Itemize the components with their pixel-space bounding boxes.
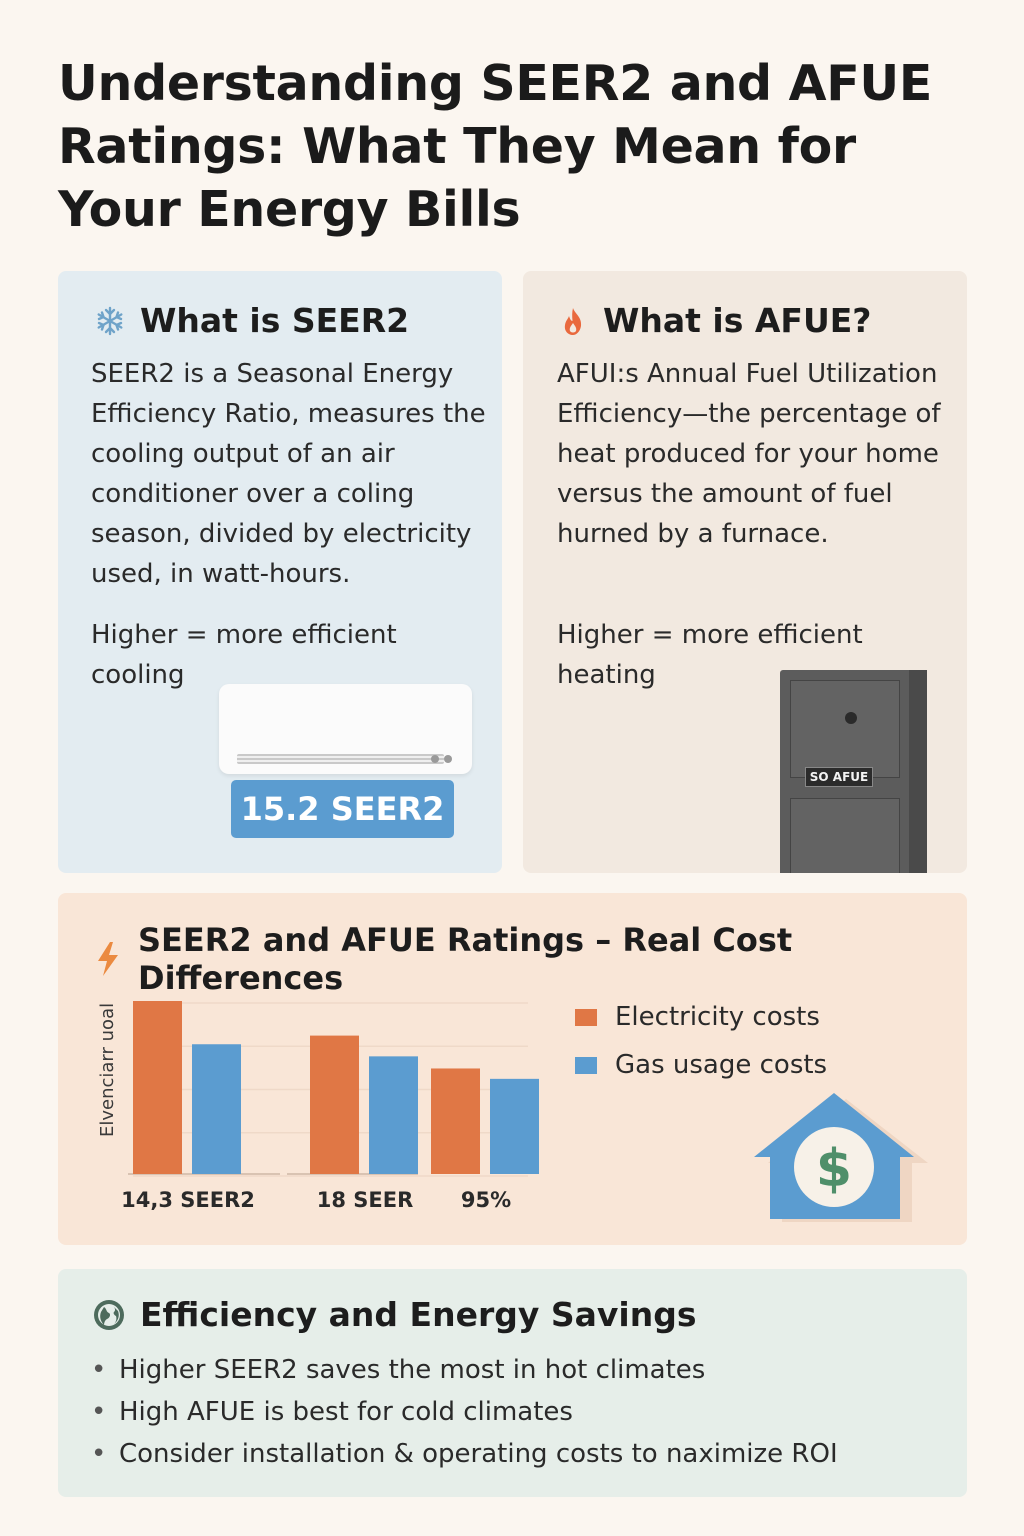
afue-note: Higher = more efficient heating [557, 620, 863, 690]
bar-gas [490, 1078, 539, 1174]
savings-list: • Higher SEER2 saves the most in hot clim… [91, 1349, 838, 1475]
legend-item-electricity: Electricity costs [575, 993, 827, 1041]
house-dollar-icon: $ [754, 1093, 928, 1222]
bar-electricity [133, 1001, 182, 1174]
legend-item-gas: Gas usage costs [575, 1041, 827, 1089]
ac-vent [237, 754, 444, 764]
list-item: • Consider installation & operating costs… [91, 1433, 838, 1475]
cost-heading-text: SEER2 and AFUE Ratings – Real Cost Diffe… [138, 921, 793, 997]
savings-item-text: Higher SEER2 saves the most in hot clima… [119, 1355, 706, 1385]
cost-bar-chart: Elvenciarr uoal 14,3 SEER2 18 SEER 95% [97, 1001, 539, 1212]
bars [133, 1001, 539, 1174]
x-axis-labels: 14,3 SEER2 18 SEER 95% [121, 1188, 511, 1212]
y-axis-label: Elvenciarr uoal [97, 1003, 118, 1137]
globe-icon [92, 1298, 126, 1332]
furnace-afue-label: SO AFUE [805, 767, 873, 787]
afue-heading: What is AFUE? [557, 301, 871, 340]
ac-indicator [431, 755, 439, 763]
legend-label-gas: Gas usage costs [615, 1050, 828, 1080]
legend-swatch-electricity [575, 1008, 597, 1026]
chart-legend: Electricity costs Gas usage costs [575, 993, 827, 1089]
bar-electricity [431, 1068, 480, 1174]
ac-indicator [444, 755, 452, 763]
savings-card: Efficiency and Energy Savings • Higher SE… [58, 1269, 967, 1497]
svg-text:$: $ [816, 1139, 852, 1199]
seer2-note: Higher = more efficient cooling [91, 620, 397, 690]
savings-heading: Efficiency and Energy Savings [92, 1295, 696, 1334]
cost-heading: SEER2 and AFUE Ratings – Real Cost Diffe… [92, 921, 967, 997]
list-item: • Higher SEER2 saves the most in hot clim… [91, 1349, 838, 1391]
furnace-lower-panel [790, 798, 900, 873]
savings-item-text: Consider installation & operating costs … [119, 1439, 838, 1469]
seer2-rating-badge: 15.2 SEER2 [231, 780, 454, 838]
flame-icon [557, 305, 589, 337]
afue-card: What is AFUE? AFUI:s Annual Fuel Utiliza… [523, 271, 967, 873]
seer2-heading: What is SEER2 [94, 301, 409, 340]
seer2-card: What is SEER2 SEER2 is a Seasonal Energy… [58, 271, 502, 873]
page-title: Understanding SEER2 and AFUE Ratings: Wh… [58, 55, 933, 238]
furnace-indicator [845, 712, 857, 724]
x-tick-label: 14,3 SEER2 [121, 1188, 255, 1212]
seer2-heading-text: What is SEER2 [140, 301, 410, 340]
bar-electricity [310, 1035, 359, 1174]
furnace-side [909, 670, 927, 873]
bar-gas [192, 1044, 241, 1174]
x-tick-label: 95% [461, 1188, 511, 1212]
afue-description: AFUI:s Annual Fuel Utilization Efficienc… [557, 359, 941, 549]
seer2-description: SEER2 is a Seasonal Energy Efficiency Ra… [91, 359, 486, 589]
legend-swatch-gas [575, 1056, 597, 1074]
legend-label-electricity: Electricity costs [615, 1002, 820, 1032]
air-conditioner-image [219, 684, 472, 774]
furnace-upper-panel [790, 680, 900, 778]
lightning-icon [92, 940, 124, 978]
x-tick-label: 18 SEER [317, 1188, 414, 1212]
snowflake-icon [94, 305, 126, 337]
savings-item-text: High AFUE is best for cold climates [119, 1397, 573, 1427]
cost-differences-card: SEER2 and AFUE Ratings – Real Cost Diffe… [58, 893, 967, 1245]
bar-gas [369, 1056, 418, 1174]
furnace-image: SO AFUE [780, 670, 927, 873]
savings-heading-text: Efficiency and Energy Savings [140, 1295, 697, 1334]
afue-heading-text: What is AFUE? [603, 301, 872, 340]
list-item: • High AFUE is best for cold climates [91, 1391, 838, 1433]
